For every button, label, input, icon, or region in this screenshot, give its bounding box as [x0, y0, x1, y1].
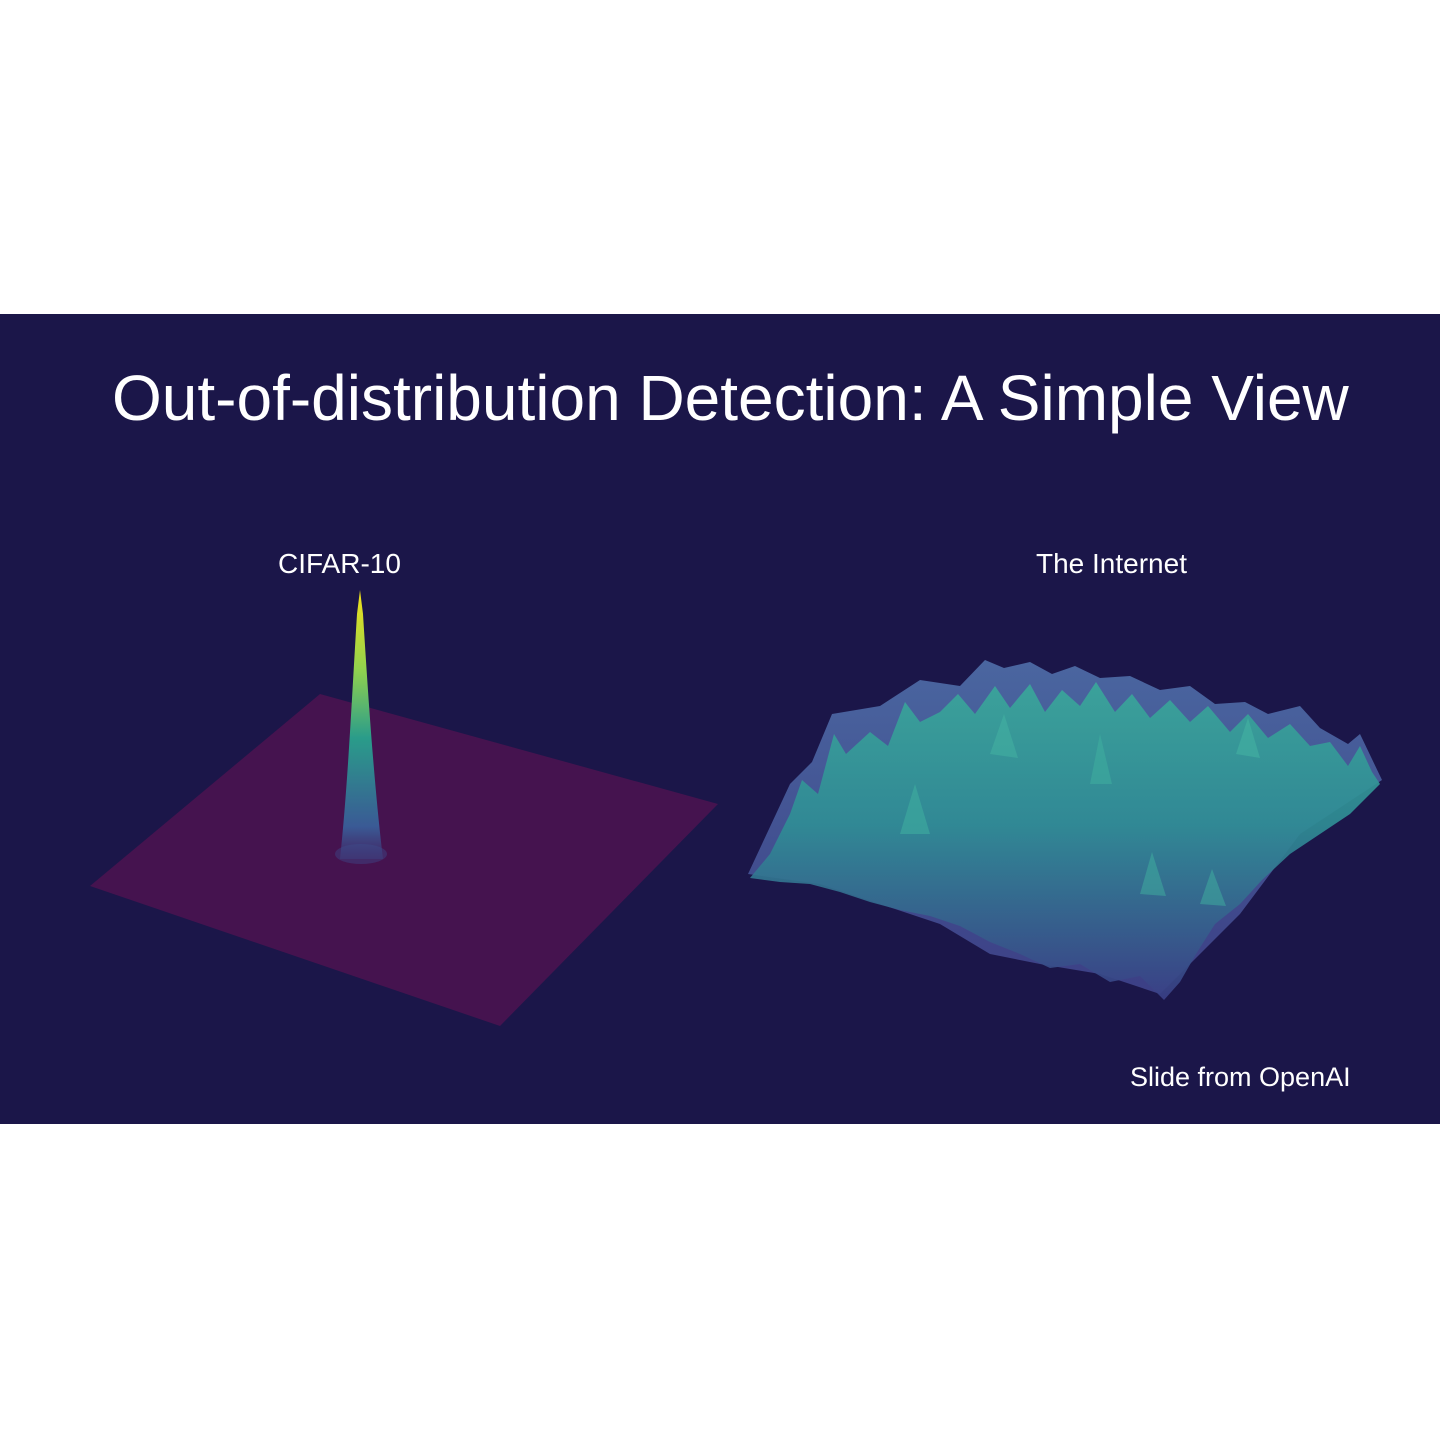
surface-plots: [90, 590, 1382, 1026]
slide: Out-of-distribution Detection: A Simple …: [0, 314, 1440, 1124]
internet-ridge-2: [1090, 734, 1112, 784]
internet-ridge-3: [1140, 852, 1166, 896]
internet-ridge-1: [900, 784, 930, 834]
internet-ridge-4: [1200, 869, 1226, 906]
internet-terrain: [750, 682, 1380, 1000]
slide-title: Out-of-distribution Detection: A Simple …: [112, 362, 1349, 434]
cifar10-label: CIFAR-10: [278, 548, 401, 579]
slide-credit: Slide from OpenAI: [1130, 1062, 1351, 1092]
internet-surface: [748, 660, 1382, 1000]
internet-ridge-6: [990, 714, 1018, 758]
cifar10-surface: [90, 590, 718, 1026]
cifar10-plane: [90, 694, 718, 1026]
internet-ridge-5: [1236, 718, 1260, 758]
internet-label: The Internet: [1036, 548, 1187, 579]
cifar10-peak: [340, 590, 383, 859]
